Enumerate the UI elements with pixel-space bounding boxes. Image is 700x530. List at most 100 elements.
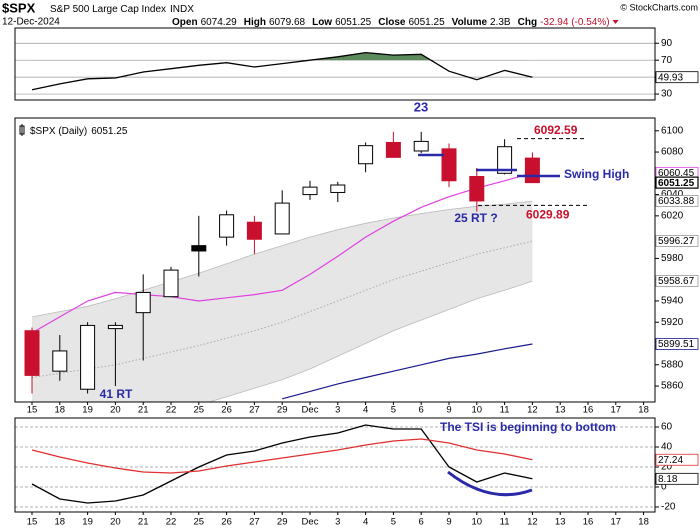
quote-label: Low: [312, 17, 332, 28]
annotation: 25 RT ?: [454, 211, 497, 225]
x-tick-label: 18: [55, 517, 66, 528]
quote-value: 6051.25: [335, 17, 372, 28]
level-label: 6029.89: [526, 208, 570, 222]
x-tick-label: 20: [110, 517, 121, 528]
overbought-fill: [32, 52, 533, 61]
value-tag: 6060.45: [658, 168, 695, 179]
x-tick-label: 10: [472, 517, 483, 528]
panel-frame: [15, 28, 655, 100]
panel-border: [14, 417, 656, 513]
legend-title: $SPX (Daily): [30, 126, 87, 137]
x-tick-label: 17: [611, 405, 622, 416]
panel-border: [14, 27, 656, 101]
symbol: $SPX: [2, 0, 36, 15]
candle-body: [219, 214, 235, 238]
candle-body: [52, 350, 68, 372]
chg-arrow: [612, 20, 619, 24]
x-tick-label: 18: [55, 405, 66, 416]
value-tag-box: [655, 71, 699, 84]
y-tick-label: 5920: [661, 317, 684, 328]
band-upper: [31, 200, 533, 318]
value-tag: 6033.88: [658, 196, 695, 207]
value-tag-box: [655, 235, 699, 247]
x-tick-label: Dec: [302, 517, 319, 528]
candle-body: [80, 324, 96, 390]
candle-body: [524, 157, 540, 184]
candle-body: [274, 202, 290, 235]
x-tick-label: 21: [138, 405, 149, 416]
candle-body: [246, 221, 262, 240]
candle-body: [441, 148, 457, 182]
x-tick-label: 26: [221, 405, 232, 416]
value-tag: 27.24: [658, 455, 683, 466]
value-tag-box: [655, 338, 699, 350]
candle-body: [469, 176, 485, 202]
y-tick-label: 20: [661, 462, 673, 473]
value-tag-box: [655, 275, 699, 287]
x-tick-label: 12: [527, 405, 538, 416]
x-tick-label: 3: [335, 517, 340, 528]
legend-value: 6051.25: [91, 126, 128, 137]
indicator-line: [31, 438, 533, 474]
name: S&P 500 Large Cap Index: [50, 4, 166, 15]
quote-label: Close: [378, 17, 406, 28]
x-tick-label: 13: [555, 405, 566, 416]
value-tag-box: [655, 453, 699, 466]
candle-body: [302, 186, 318, 196]
x-tick-label: 16: [583, 405, 594, 416]
quote-value: 2.3B: [490, 17, 511, 28]
x-tick-label: 6: [419, 517, 424, 528]
y-tick-label: 70: [661, 55, 673, 66]
panel-content: [15, 28, 655, 100]
x-tick-label: 6: [419, 405, 424, 416]
x-tick-label: 5: [391, 517, 396, 528]
x-tick-label: 21: [138, 517, 149, 528]
quote-label: Open: [172, 17, 198, 28]
candle-body: [497, 146, 513, 174]
x-tick-label: 5: [391, 405, 396, 416]
candle-body: [24, 330, 40, 376]
quote: Open 6074.29 High 6079.68 Low 6051.25 Close 605…: [172, 17, 610, 28]
x-tick-label: 22: [166, 405, 177, 416]
x-tick-label: 12: [527, 517, 538, 528]
x-tick-label: 4: [363, 517, 368, 528]
value-tag-box: [655, 176, 699, 189]
x-tick-label: 17: [611, 517, 622, 528]
value-tag: 49.93: [658, 72, 683, 83]
y-tick-label: 30: [661, 89, 673, 100]
quote-label: High: [244, 17, 266, 28]
x-tick-label: Dec: [302, 405, 319, 416]
value-tag: 5996.27: [658, 236, 695, 247]
panel-border: [14, 117, 656, 403]
candle-body: [385, 141, 401, 158]
y-tick-label: 60: [661, 422, 673, 433]
copyright: © StockCharts.com: [620, 2, 698, 12]
annotation: 23: [414, 99, 428, 114]
y-tick-label: 6040: [661, 189, 684, 200]
x-tick-label: 18: [638, 405, 649, 416]
quote-label: Volume: [452, 17, 488, 28]
x-tick-label: 29: [277, 405, 288, 416]
moving-average: [31, 172, 533, 334]
y-tick-label: 90: [661, 38, 673, 49]
value-tag: 6051.25: [658, 178, 695, 189]
legend: $SPX (Daily) 6051.25: [30, 126, 128, 137]
x-tick-label: 19: [82, 517, 93, 528]
value-tag: 8.18: [658, 474, 678, 485]
quote-value: -32.94 (-0.54%): [540, 17, 609, 28]
y-tick-label: -20: [661, 502, 676, 513]
y-tick-label: 5880: [661, 359, 684, 370]
value-tag: 5958.67: [658, 276, 695, 287]
x-tick-label: 16: [583, 517, 594, 528]
drawn-annotations: [418, 153, 560, 497]
x-tick-label: 25: [194, 405, 205, 416]
y-tick-label: 6080: [661, 147, 684, 158]
moving-average: [282, 343, 533, 400]
y-tick-label: 6100: [661, 125, 684, 136]
indicator-line: [31, 51, 533, 91]
x-tick-label: 13: [555, 517, 566, 528]
candle-body: [413, 140, 429, 152]
value-tag: 5899.51: [658, 339, 695, 350]
x-tick-label: 18: [638, 517, 649, 528]
bottom-arc: [447, 470, 533, 497]
